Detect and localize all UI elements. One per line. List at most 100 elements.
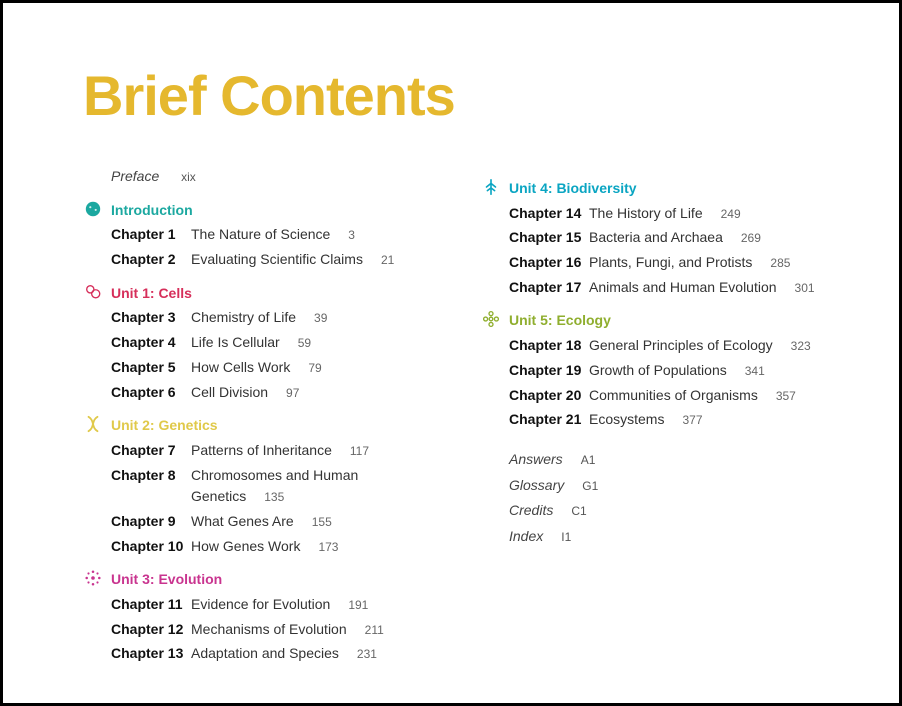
backmatter-line: Answers A1 (509, 449, 839, 471)
chapter-page: 97 (286, 384, 299, 403)
chapter-title: Evaluating Scientific Claims (191, 249, 363, 271)
preface-page: xix (181, 170, 196, 184)
chapter-row: Chapter 8Chromosomes and HumanGenetics13… (111, 465, 441, 508)
chapter-title: Mechanisms of Evolution (191, 619, 347, 641)
chapter-label: Chapter 6 (111, 382, 191, 404)
unit-header: Unit 1: Cells (83, 283, 441, 305)
chapter-label: Chapter 8 (111, 465, 191, 487)
chapter-page: 341 (745, 362, 765, 381)
unit-block: Unit 1: CellsChapter 3Chemistry of Life3… (83, 283, 441, 403)
preface-line: Preface xix (111, 166, 441, 188)
backmatter-block: Answers A1 Glossary G1 Credits C1 Index I1 (481, 449, 839, 548)
toc-columns: Preface xix Introduction Chapter 1The Nat… (63, 166, 839, 668)
chapter-title: Chemistry of Life (191, 307, 296, 329)
chapter-label: Chapter 2 (111, 249, 191, 271)
chapter-list: Chapter 7Patterns of Inheritance117Chapt… (83, 440, 441, 557)
chapter-page: 135 (264, 490, 284, 504)
backmatter-label: Index (509, 528, 543, 544)
chapter-page: 3 (348, 226, 355, 245)
chapter-page: 39 (314, 309, 327, 328)
unit-block: Introduction Chapter 1The Nature of Scien… (83, 200, 441, 271)
unit-block: Unit 2: Genetics Chapter 7Patterns of Inh… (83, 415, 441, 557)
chapter-list: Chapter 14The History of Life249Chapter … (481, 203, 839, 299)
chapter-label: Chapter 14 (509, 203, 589, 225)
chapter-page: 21 (381, 251, 394, 270)
chapter-title: Communities of Organisms (589, 385, 758, 407)
unit-name: Unit 5: Ecology (509, 312, 611, 328)
chapter-title-cont: Genetics135 (111, 486, 284, 508)
chapter-list: Chapter 1The Nature of Science 3 Chapter 2… (83, 224, 441, 270)
backmatter-line: Index I1 (509, 526, 839, 548)
chapter-label: Chapter 11 (111, 594, 191, 616)
toc-column-left: Preface xix Introduction Chapter 1The Nat… (83, 166, 441, 668)
burst-icon (83, 569, 103, 587)
chapter-page: 285 (770, 254, 790, 273)
chapter-title: Evidence for Evolution (191, 594, 330, 616)
chapter-row: Chapter 7Patterns of Inheritance117 (111, 440, 441, 462)
unit-header: Unit 2: Genetics (83, 415, 441, 437)
chapter-row: Chapter 19Growth of Populations 341 (509, 360, 839, 382)
chapter-label: Chapter 5 (111, 357, 191, 379)
chapter-label: Chapter 21 (509, 409, 589, 431)
unit-name: Unit 4: Biodiversity (509, 180, 637, 196)
unit-header: Introduction (83, 200, 441, 222)
backmatter-page: I1 (561, 530, 571, 544)
chapter-title: Ecosystems (589, 409, 664, 431)
chapter-row: Chapter 14The History of Life249 (509, 203, 839, 225)
unit-name: Unit 1: Cells (111, 285, 192, 301)
chapter-row: Chapter 13Adaptation and Species231 (111, 643, 441, 665)
unit-block: Unit 3: Evolution Chapter 11Evidence for … (83, 569, 441, 665)
backmatter-page: C1 (571, 504, 586, 518)
chapter-page: 357 (776, 387, 796, 406)
chapter-row: Chapter 16Plants, Fungi, and Protists285 (509, 252, 839, 274)
chapter-page: 173 (318, 538, 338, 557)
chapter-row: Chapter 3Chemistry of Life39 (111, 307, 441, 329)
chapter-title: Growth of Populations (589, 360, 727, 382)
chapter-title: Patterns of Inheritance (191, 440, 332, 462)
chapter-title: Cell Division (191, 382, 268, 404)
backmatter-page: G1 (582, 479, 598, 493)
backmatter-label: Credits (509, 502, 553, 518)
chapter-title: Plants, Fungi, and Protists (589, 252, 752, 274)
backmatter-line: Glossary G1 (509, 475, 839, 497)
chapter-list: Chapter 11Evidence for Evolution191Chapt… (83, 594, 441, 665)
chapter-label: Chapter 19 (509, 360, 589, 382)
chapter-page: 59 (298, 334, 311, 353)
chapter-list: Chapter 18General Principles of Ecology3… (481, 335, 839, 431)
backmatter-label: Glossary (509, 477, 564, 493)
backmatter-label: Answers (509, 451, 563, 467)
chapter-title: The Nature of Science (191, 224, 330, 246)
chapter-title: General Principles of Ecology (589, 335, 773, 357)
backmatter-page: A1 (581, 453, 596, 467)
preface-label: Preface (111, 168, 159, 184)
toc-column-right: Unit 4: Biodiversity Chapter 14The Histor… (481, 166, 839, 668)
leaf-icon (481, 178, 501, 196)
unit-name: Unit 3: Evolution (111, 571, 222, 587)
chapter-row: Chapter 5How Cells Work79 (111, 357, 441, 379)
chapter-label: Chapter 7 (111, 440, 191, 462)
chapter-label: Chapter 1 (111, 224, 191, 246)
chapter-list: Chapter 3Chemistry of Life39Chapter 4Lif… (83, 307, 441, 403)
chapter-title: Life Is Cellular (191, 332, 280, 354)
chapter-row: Chapter 2Evaluating Scientific Claims 21 (111, 249, 441, 271)
unit-header: Unit 3: Evolution (83, 569, 441, 591)
chapter-row: Chapter 1The Nature of Science 3 (111, 224, 441, 246)
chapter-label: Chapter 20 (509, 385, 589, 407)
chapter-page: 79 (308, 359, 321, 378)
unit-block: Unit 5: Ecology Chapter 18General Princip… (481, 310, 839, 430)
chapter-label: Chapter 17 (509, 277, 589, 299)
chapter-row: Chapter 15Bacteria and Archaea269 (509, 227, 839, 249)
unit-name: Introduction (111, 202, 193, 218)
chapter-row: Chapter 20Communities of Organisms 357 (509, 385, 839, 407)
chapter-row: Chapter 6Cell Division 97 (111, 382, 441, 404)
chapter-page: 323 (791, 337, 811, 356)
chapter-title: Adaptation and Species (191, 643, 339, 665)
chapter-row: Chapter 18General Principles of Ecology3… (509, 335, 839, 357)
unit-header: Unit 5: Ecology (481, 310, 839, 332)
chapter-title: Bacteria and Archaea (589, 227, 723, 249)
chapter-page: 377 (682, 411, 702, 430)
chapter-label: Chapter 9 (111, 511, 191, 533)
chapter-title: The History of Life (589, 203, 703, 225)
chapter-label: Chapter 10 (111, 536, 191, 558)
unit-header: Unit 4: Biodiversity (481, 178, 839, 200)
